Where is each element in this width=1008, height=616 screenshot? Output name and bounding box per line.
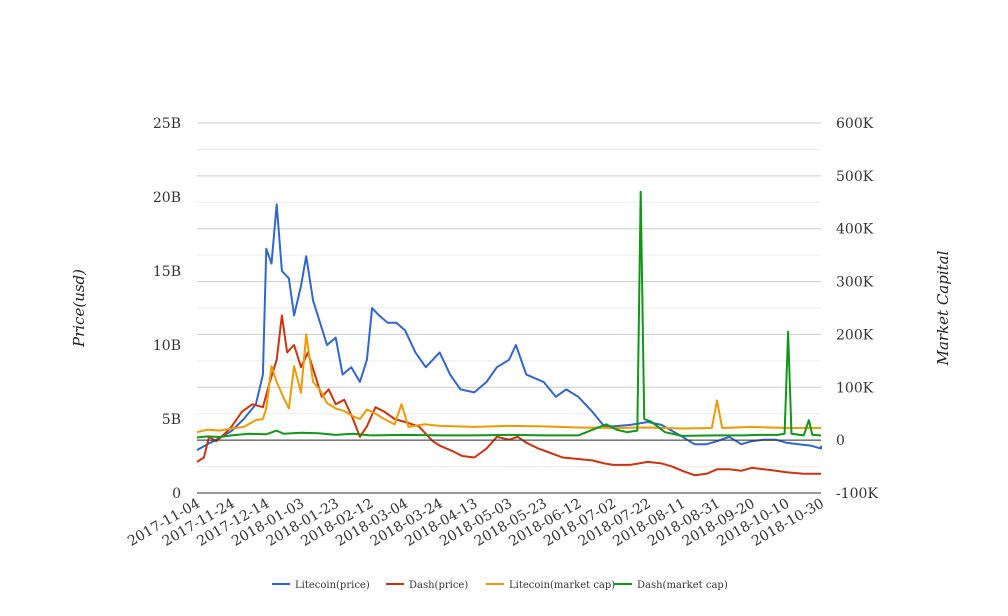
series-line-1 [196,314,821,477]
y-right-tick-label: -100K [836,486,878,502]
y-right-tick-label: 300K [836,275,874,291]
series-layer [196,190,822,477]
y-right-tick-label: 0 [836,433,845,449]
y-right-tick-label: 600K [836,116,874,132]
y-right-tick-label: 200K [836,327,874,343]
y-axis-title-right: Market Capital [934,250,952,366]
y-left-tick-label: 0 [172,486,181,502]
series-line-0 [196,203,822,451]
y-left-tick-label: 15B [153,264,181,280]
legend-label: Dash(market cap) [637,580,728,591]
legend: Litecoin(price) Dash(price) Litecoin(marke… [272,580,728,591]
series-line-3 [196,190,822,439]
y-left-tick-label: 25B [153,116,181,132]
legend-label: Litecoin(price) [295,580,370,591]
y-left-tick-label: 5B [162,412,181,428]
y-left-tick-label: 10B [153,338,181,354]
legend-label: Dash(price) [409,580,468,591]
y-axis-title-left: Price(usd) [70,269,88,348]
y-right-tick-label: 400K [836,222,874,238]
y-right-tick-label: 500K [836,169,874,185]
y-left-tick-label: 20B [153,190,181,206]
axis-layer: 0 5B 10B 15B 20B 25B -100K 0 100K 200K 300K 400K 500… [125,116,878,550]
legend-label: Litecoin(market cap) [509,580,615,591]
y-right-tick-label: 100K [836,380,874,396]
series-line-2 [196,333,821,434]
